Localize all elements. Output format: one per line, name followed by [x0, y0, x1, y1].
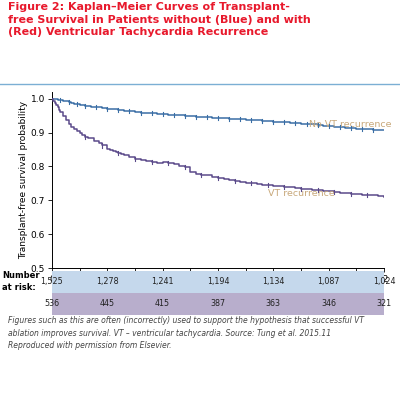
Text: 1,525: 1,525	[41, 278, 63, 286]
Text: 536: 536	[44, 300, 60, 308]
Y-axis label: Transplant-free survival probability: Transplant-free survival probability	[19, 101, 28, 259]
Text: 1,278: 1,278	[96, 278, 119, 286]
Text: 321: 321	[376, 300, 392, 308]
Text: VT recurrence: VT recurrence	[268, 189, 334, 198]
Bar	[52, 293, 384, 315]
Text: No VT recurrence: No VT recurrence	[309, 120, 392, 129]
Text: Number: Number	[2, 271, 40, 280]
Text: at risk:: at risk:	[2, 283, 36, 292]
Text: 346: 346	[321, 300, 336, 308]
Text: Figure 2: Kaplan–Meier Curves of Transplant-
free Survival in Patients without (: Figure 2: Kaplan–Meier Curves of Transpl…	[8, 2, 311, 37]
Text: 1,134: 1,134	[262, 278, 284, 286]
Text: 1,241: 1,241	[152, 278, 174, 286]
Text: 387: 387	[210, 300, 226, 308]
Bar	[52, 271, 384, 293]
Text: 445: 445	[100, 300, 115, 308]
Text: 1,194: 1,194	[207, 278, 229, 286]
Text: 1,024: 1,024	[373, 278, 395, 286]
Text: 415: 415	[155, 300, 170, 308]
X-axis label: Months after ablation: Months after ablation	[166, 288, 270, 298]
Text: 1,087: 1,087	[318, 278, 340, 286]
Text: Figures such as this are often (incorrectly) used to support the hypothesis that: Figures such as this are often (incorrec…	[8, 316, 364, 350]
Text: 363: 363	[266, 300, 281, 308]
